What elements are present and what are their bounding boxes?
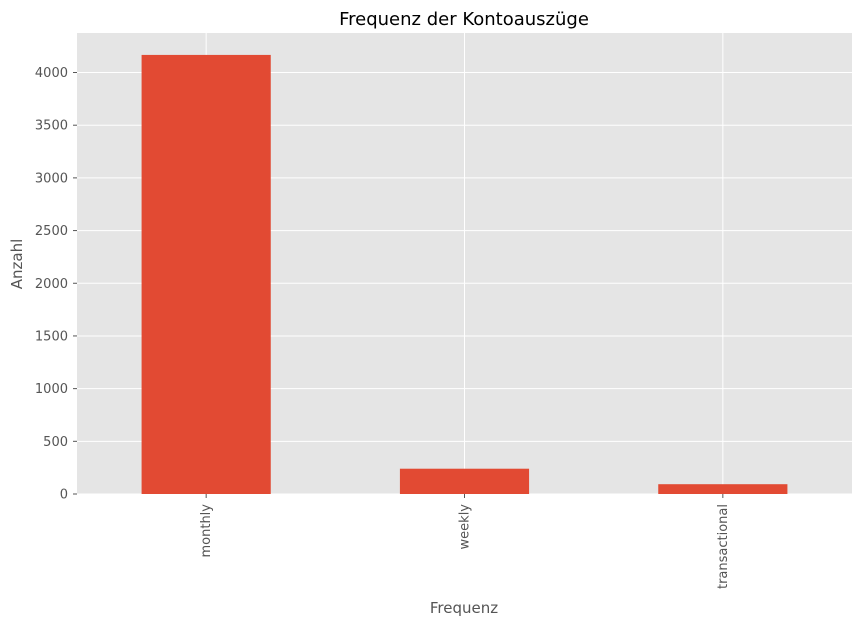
- x-tick-label-weekly: weekly: [458, 504, 473, 550]
- y-tick-label: 1500: [35, 329, 68, 344]
- y-tick-label: 500: [43, 435, 68, 450]
- y-tick-label: 2000: [35, 277, 68, 292]
- x-tick-label-monthly: monthly: [199, 504, 214, 558]
- x-tick-labels: monthly weekly transactional: [199, 494, 731, 589]
- y-tick-label: 1000: [35, 382, 68, 397]
- y-tick-label: 2500: [35, 224, 68, 239]
- y-tick-label: 4000: [35, 66, 68, 81]
- x-tick-label-transactional: transactional: [716, 504, 731, 589]
- bar-transactional: [658, 484, 788, 494]
- y-tick-label: 3000: [35, 171, 68, 186]
- x-axis-label: Frequenz: [430, 599, 498, 617]
- y-tick-label: 0: [60, 488, 68, 503]
- chart-title: Frequenz der Kontoauszüge: [339, 9, 589, 30]
- y-tick-labels: 0 500 1000 1500 2000 2500 3000 3500 4000: [35, 66, 77, 503]
- bar-weekly: [399, 468, 530, 494]
- bars: [141, 54, 788, 494]
- y-axis-label: Anzahl: [8, 239, 26, 290]
- y-tick-label: 3500: [35, 119, 68, 134]
- bar-monthly: [141, 54, 271, 494]
